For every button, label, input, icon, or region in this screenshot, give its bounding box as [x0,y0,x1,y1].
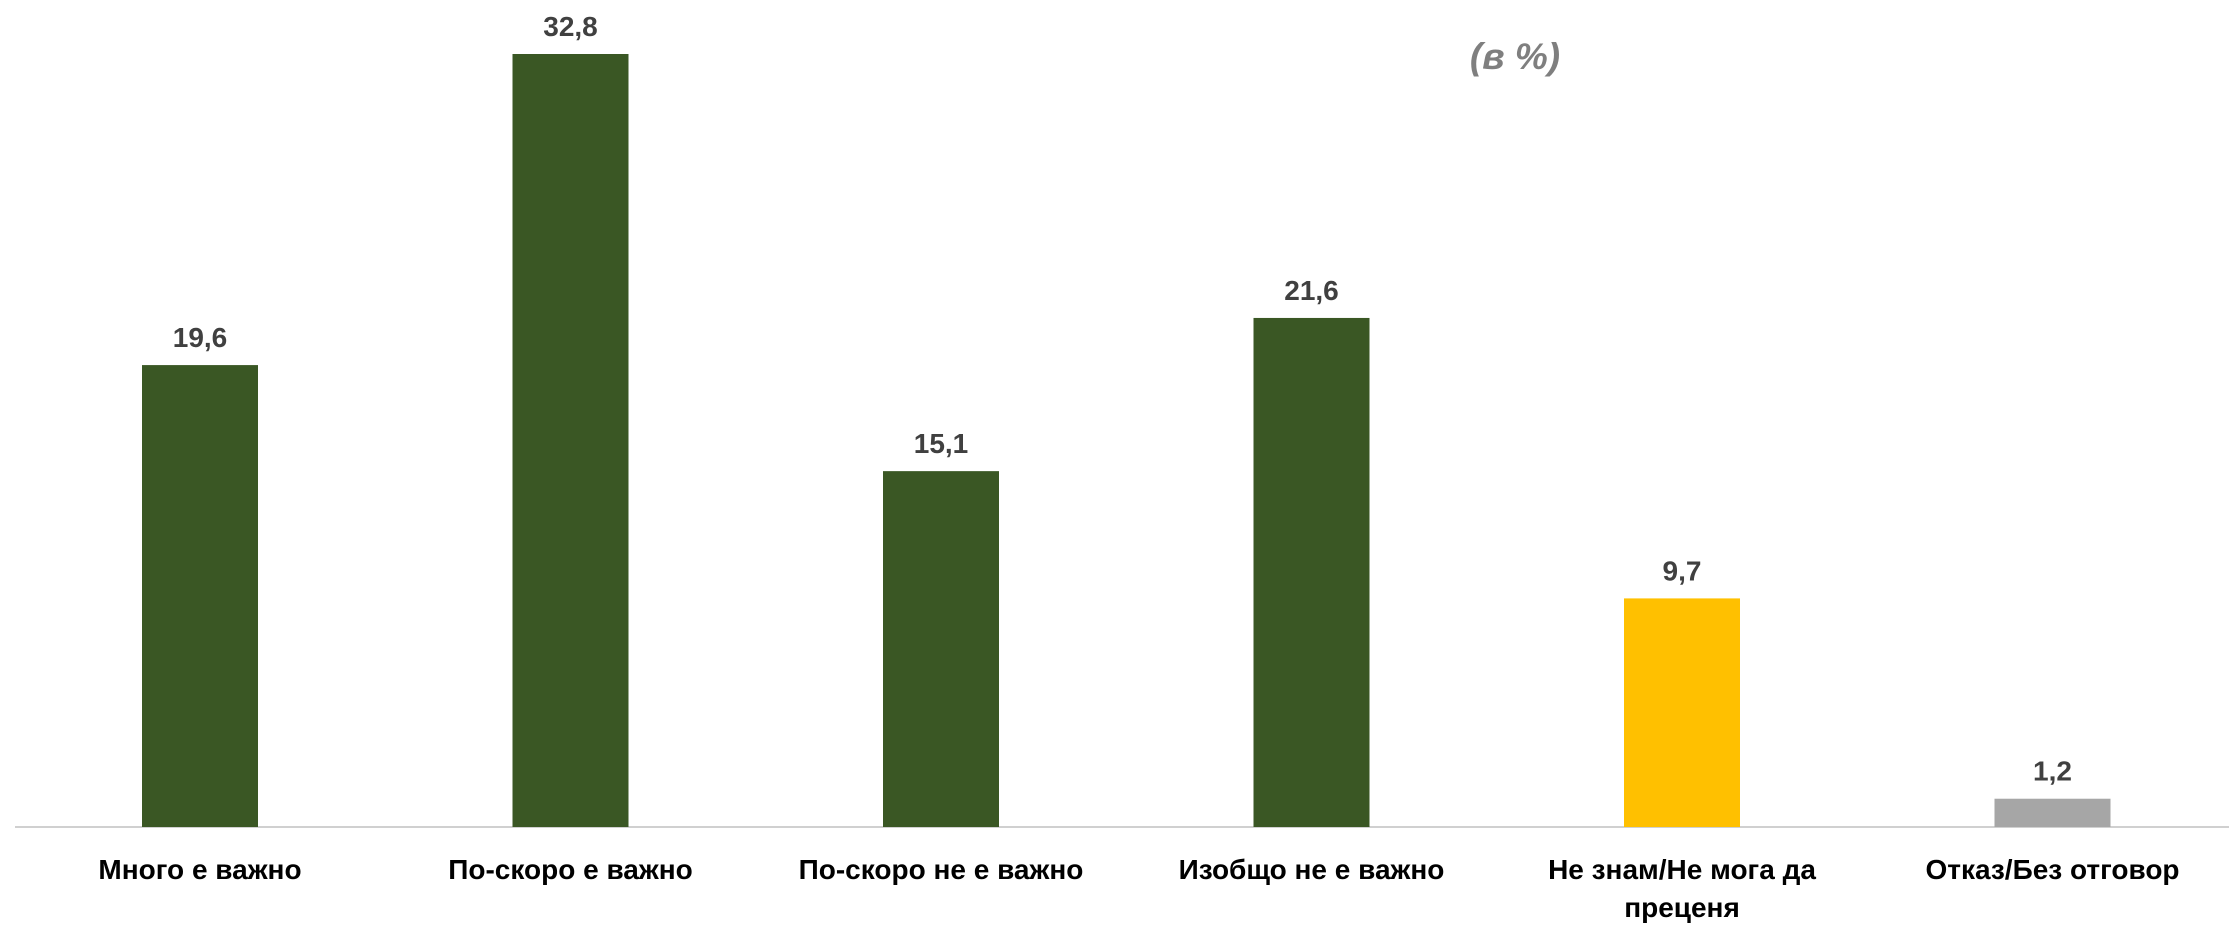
x-tick-label: Много е важно [98,854,302,885]
x-tick-label: По-скоро не е важно [798,854,1084,885]
value-label: 15,1 [914,428,969,459]
bar [142,365,258,827]
bar [1994,798,2111,827]
bar [512,54,629,827]
x-tick-label: Изобщо не е важно [1178,854,1445,885]
value-label: 32,8 [543,11,598,42]
bar [1624,598,1740,827]
value-label: 9,7 [1663,555,1702,586]
value-label: 1,2 [2033,756,2072,787]
x-tick-label: Отказ/Без отговор [1925,854,2180,885]
x-tick-label: Не знам/Не мога да преценя [1548,854,1816,923]
bar [1253,317,1370,827]
value-label: 21,6 [1284,275,1339,306]
x-tick-label: По-скоро е важно [448,854,693,885]
chart-subtitle: (в %) [1469,36,1561,77]
value-label: 19,6 [173,322,228,353]
bar [883,471,999,827]
